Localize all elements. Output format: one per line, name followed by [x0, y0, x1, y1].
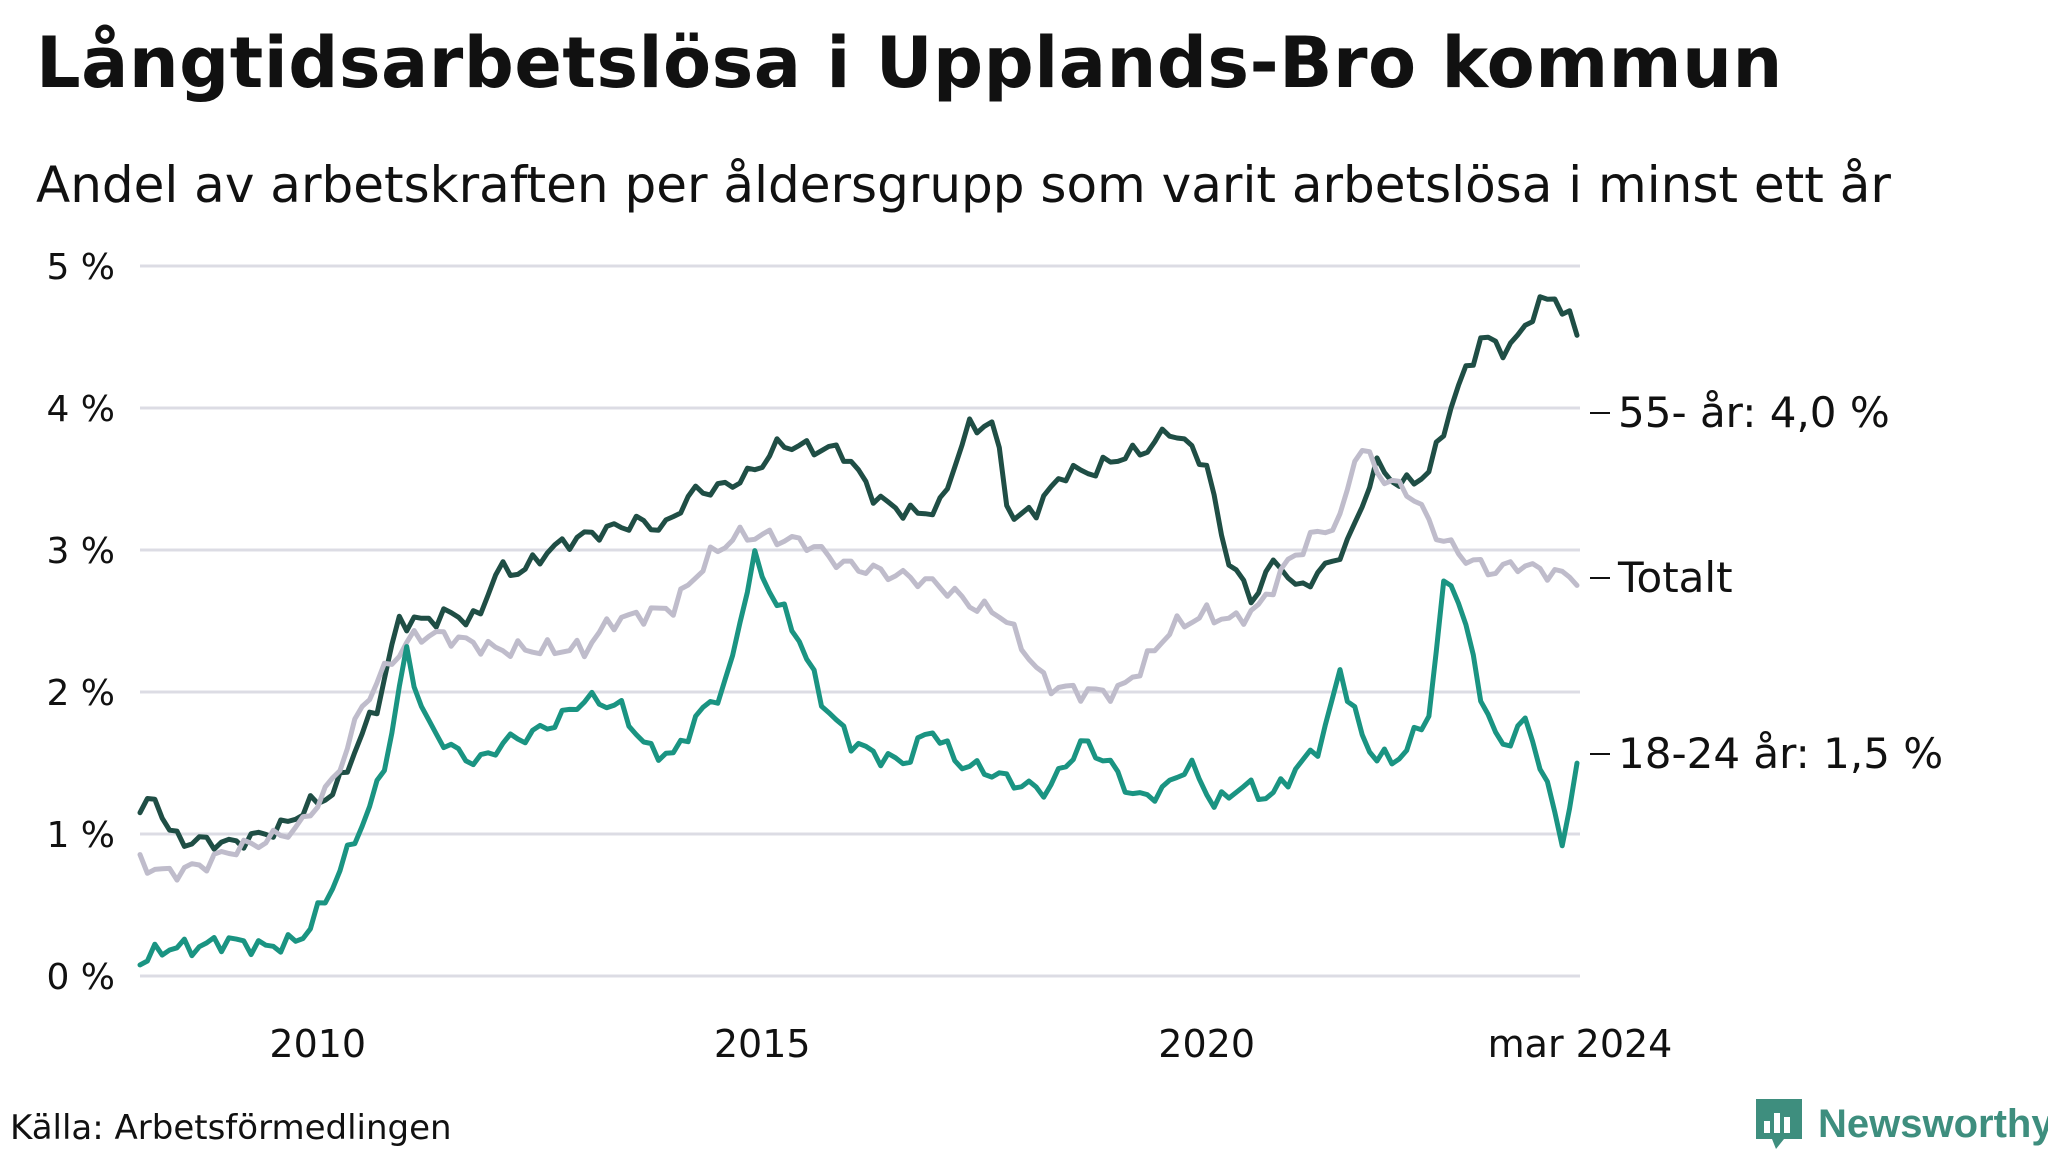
end-labels: 55- år: 4,0 % Totalt 18-24 år: 1,5 %	[1590, 388, 1943, 778]
x-tick-label: 2015	[714, 1022, 811, 1066]
chart-subtitle: Andel av arbetskraften per åldersgrupp s…	[36, 156, 1891, 214]
newsworthy-logo-icon	[1756, 1099, 1802, 1149]
series-line-totalt	[137, 448, 1580, 883]
brand-logo: Newsworthy	[1752, 1095, 2048, 1153]
series-line-18-24-r	[137, 548, 1580, 968]
end-label: Totalt	[1617, 553, 1733, 602]
x-tick-label: mar 2024	[1488, 1022, 1673, 1066]
x-tick-label: 2010	[269, 1022, 366, 1066]
chart-title: Långtidsarbetslösa i Upplands-Bro kommun	[36, 22, 1783, 104]
y-axis: 0 % 1 % 2 % 3 % 4 % 5 %	[46, 247, 115, 998]
end-label: 18-24 år: 1,5 %	[1618, 729, 1943, 778]
y-tick-label: 3 %	[46, 531, 115, 572]
end-label: 55- år: 4,0 %	[1618, 388, 1890, 437]
gridlines	[140, 264, 1580, 978]
source-note: Källa: Arbetsförmedlingen	[10, 1108, 452, 1148]
y-tick-label: 4 %	[46, 389, 115, 430]
y-tick-label: 5 %	[46, 247, 115, 288]
y-tick-label: 0 %	[46, 957, 115, 998]
y-tick-label: 2 %	[46, 673, 115, 714]
series-line-55-r	[137, 294, 1580, 852]
x-tick-label: 2020	[1158, 1022, 1255, 1066]
y-tick-label: 1 %	[46, 815, 115, 856]
x-axis: 2010 2015 2020 mar 2024	[269, 1022, 1672, 1066]
brand-name: Newsworthy	[1818, 1101, 2048, 1146]
series-lines	[137, 294, 1580, 968]
